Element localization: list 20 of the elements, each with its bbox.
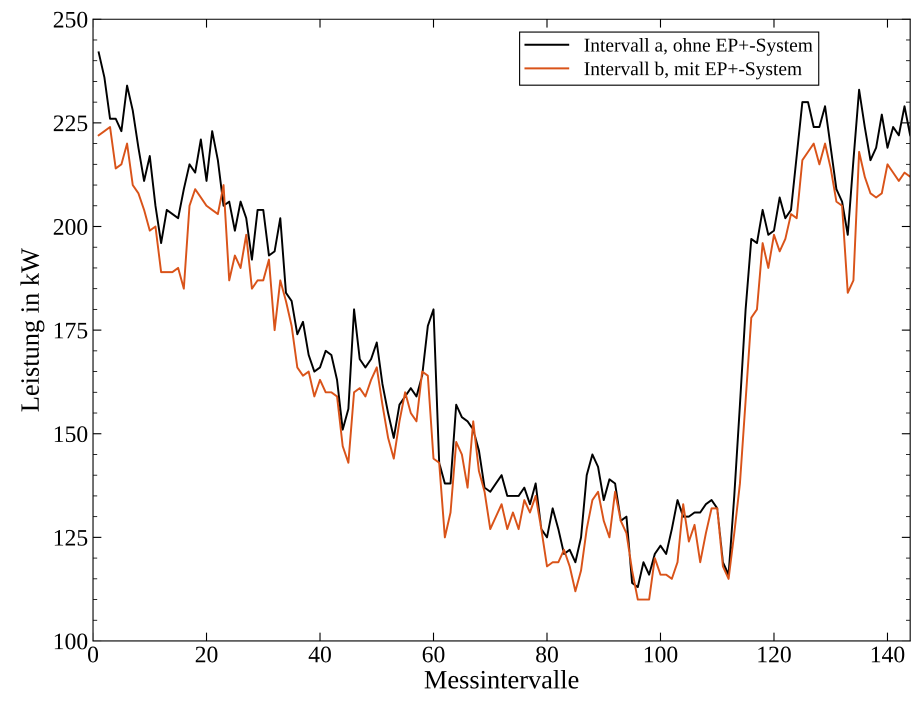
legend-label: Intervall a, ohne EP+-System (584, 38, 813, 56)
x-tick-label: 120 (758, 646, 791, 662)
y-tick-label: 175 (54, 322, 88, 339)
x-tick-label: 100 (644, 646, 678, 662)
y-tick-label: 200 (54, 218, 88, 235)
y-tick-label: 125 (54, 530, 88, 546)
y-tick-label: 250 (54, 12, 88, 28)
x-tick-label: 80 (536, 646, 558, 662)
y-axis-title: Leistung in kW (20, 248, 44, 412)
y-tick-label: 225 (54, 115, 88, 132)
x-tick-label: 20 (196, 646, 218, 662)
x-tick-label: 60 (422, 646, 444, 662)
x-axis-title: Messintervalle (424, 670, 578, 689)
line-series (98, 126, 910, 601)
x-tick-label: 140 (872, 646, 904, 662)
y-tick-label: 150 (54, 426, 88, 442)
x-tick-label: 40 (308, 646, 331, 662)
legend-label: Intervall b, mit EP+-System (584, 62, 802, 80)
x-tick-label: 0 (88, 646, 98, 662)
y-tick-label: 100 (54, 633, 88, 650)
